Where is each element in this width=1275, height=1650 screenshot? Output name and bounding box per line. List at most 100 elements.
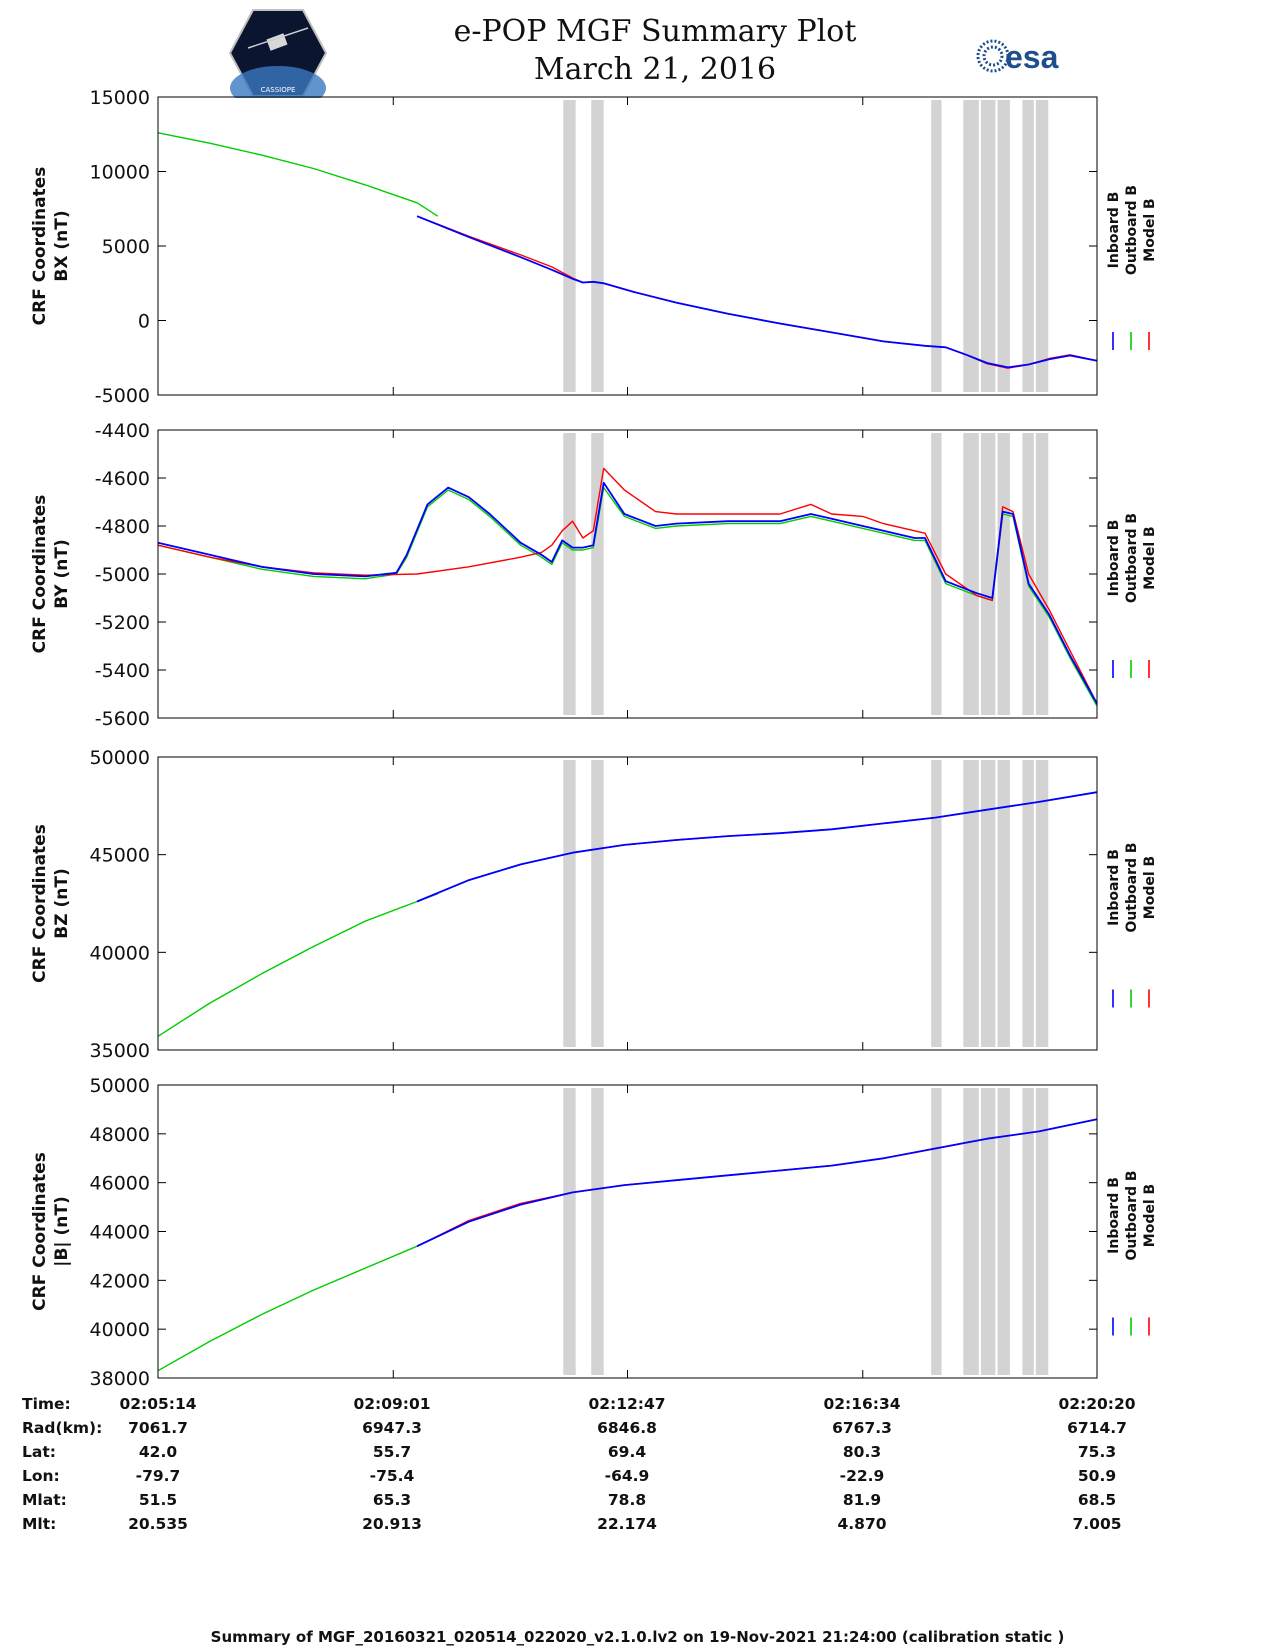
legend: Inboard B Outboard B Model B (1106, 842, 1158, 1008)
y-axis-unit-label: |B| (nT) (52, 1196, 72, 1267)
gap-band (963, 1088, 979, 1375)
logo-earth (230, 66, 326, 98)
gap-band (1022, 760, 1034, 1047)
info-cell: 6767.3 (832, 1419, 892, 1437)
y-tick-label: 10000 (90, 162, 150, 184)
gap-band (591, 1088, 604, 1375)
y-tick-label: 46000 (90, 1173, 150, 1195)
y-tick-label: -5600 (95, 708, 150, 730)
y-tick-label: 45000 (90, 845, 150, 867)
gap-band (563, 1088, 576, 1375)
logo-satellite (266, 33, 288, 51)
info-cell: 4.870 (837, 1515, 887, 1533)
info-cell: 20.535 (128, 1515, 188, 1533)
y-axis-unit-label: BX (nT) (52, 210, 72, 281)
info-row-label: Mlat: (22, 1491, 67, 1509)
info-cell: 6714.7 (1067, 1419, 1127, 1437)
gap-band (563, 433, 576, 715)
info-cell: 69.4 (607, 1443, 647, 1461)
info-cell: 7.005 (1072, 1515, 1122, 1533)
gap-band (997, 760, 1010, 1047)
legend-label-inboard: Inboard B (1106, 849, 1122, 926)
logo-boom (247, 27, 309, 49)
y-tick-label: 42000 (90, 1270, 150, 1292)
y-axis-label: CRF Coordinates (30, 167, 50, 326)
y-axis-label: CRF Coordinates (30, 495, 50, 654)
series-line-inboard (157, 481, 1098, 705)
gap-band (591, 433, 604, 715)
legend-label-outboard: Outboard B (1124, 513, 1140, 603)
gap-band (931, 100, 942, 392)
gap-band (931, 433, 942, 715)
gap-band (997, 433, 1010, 715)
plot-frame (157, 1084, 1098, 1379)
footer-caption: Summary of MGF_20160321_020514_022020_v2… (210, 1628, 1065, 1646)
info-cell: 75.3 (1077, 1443, 1117, 1461)
legend-label-outboard: Outboard B (1124, 842, 1140, 932)
info-cell: 65.3 (372, 1491, 412, 1509)
info-cell: 02:20:20 (1058, 1395, 1136, 1413)
mission-logo: CASSIOPE (228, 9, 328, 98)
gap-band (591, 100, 604, 392)
info-cell: 02:12:47 (588, 1395, 666, 1413)
legend: Inboard B Outboard B Model B (1106, 185, 1158, 350)
gap-band (963, 760, 979, 1047)
info-row-label: Rad(km): (22, 1419, 103, 1437)
gap-band (997, 100, 1010, 392)
series-line-inboard (416, 215, 1098, 369)
esa-emblem-outer (976, 39, 1010, 73)
info-cell: 6846.8 (597, 1419, 657, 1437)
gap-band (980, 100, 996, 392)
esa-text: esa (1005, 39, 1059, 75)
gap-band (931, 1088, 942, 1375)
info-cell: 50.9 (1077, 1467, 1117, 1485)
gap-band (1035, 760, 1049, 1047)
gap-band (563, 760, 576, 1047)
info-cell: 02:09:01 (353, 1395, 431, 1413)
gap-band (980, 433, 996, 715)
legend: Inboard B Outboard B Model B (1106, 513, 1158, 678)
esa-emblem-inner (982, 45, 1004, 67)
y-axis-label: CRF Coordinates (30, 824, 50, 983)
y-tick-label: -5000 (95, 564, 150, 586)
info-cell: 02:16:34 (823, 1395, 901, 1413)
legend-label-inboard: Inboard B (1106, 192, 1122, 269)
info-cell: 20.913 (362, 1515, 422, 1533)
info-cell: 81.9 (842, 1491, 882, 1509)
legend-label-outboard: Outboard B (1124, 1170, 1140, 1260)
y-tick-label: 5000 (102, 236, 150, 258)
y-tick-label: -5200 (95, 612, 150, 634)
info-cell: 6947.3 (362, 1419, 422, 1437)
info-cell: 7061.7 (128, 1419, 188, 1437)
series-line-inboard (416, 1118, 1098, 1248)
plot-frame (157, 756, 1098, 1051)
info-cell: 55.7 (372, 1443, 412, 1461)
info-cell: 51.5 (138, 1491, 178, 1509)
gap-band (1035, 433, 1049, 715)
gap-band (591, 760, 604, 1047)
y-tick-label: -5400 (95, 660, 150, 682)
legend-label-inboard: Inboard B (1106, 1177, 1122, 1254)
panel-1: 15000 10000 5000 0 -5000 CRF Coordinates BX (n… (30, 87, 1158, 407)
y-tick-label: 50000 (90, 747, 150, 769)
info-row-label: Mlt: (22, 1515, 57, 1533)
y-tick-label: 0 (138, 311, 150, 333)
info-cell: 80.3 (842, 1443, 882, 1461)
info-cell: 22.174 (597, 1515, 657, 1533)
y-tick-label: 40000 (90, 1319, 150, 1341)
info-cell: -75.4 (369, 1467, 415, 1485)
y-axis-label: CRF Coordinates (30, 1152, 50, 1311)
panel-4: 50000 48000 46000 44000 42000 40000 38000 CRF C… (30, 1075, 1158, 1390)
chart-date: March 21, 2016 (533, 52, 777, 87)
info-cell: 02:05:14 (119, 1395, 197, 1413)
gap-band (1022, 1088, 1034, 1375)
series-line-outboard (157, 893, 439, 1037)
y-tick-label: -4400 (95, 420, 150, 442)
panel-3: 50000 45000 40000 35000 CRF Coordinates BZ (n… (30, 747, 1158, 1062)
y-axis-unit-label: BY (nT) (52, 539, 72, 609)
panel-2: -4400 -4600 -4800 -5000 -5200 -5400 -5600 CRF C… (30, 420, 1158, 730)
gap-band (1035, 1088, 1049, 1375)
chart-title: e-POP MGF Summary Plot (453, 14, 857, 49)
gap-band (963, 433, 979, 715)
series-line-outboard (157, 486, 1098, 707)
